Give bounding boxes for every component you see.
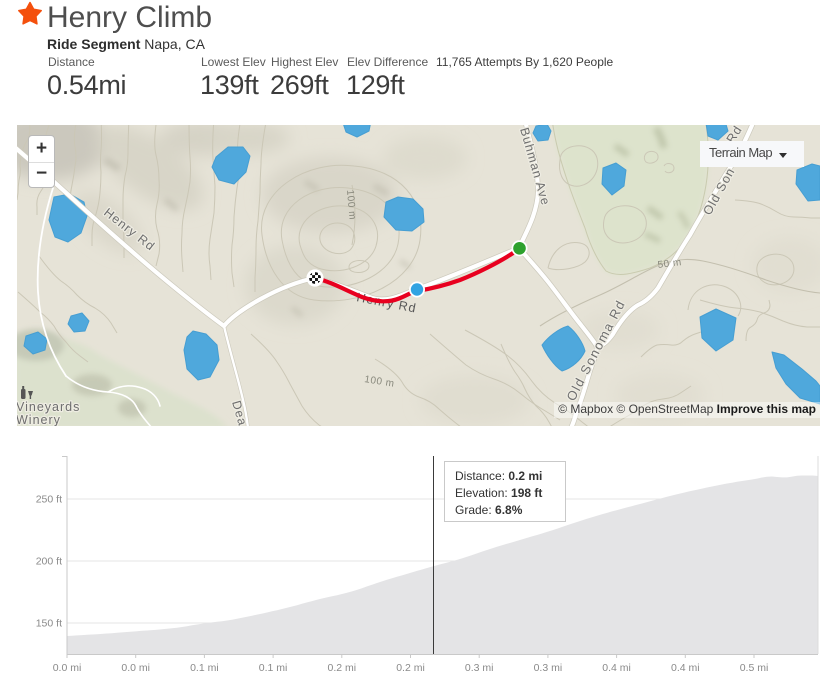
svg-text:50 m: 50 m (657, 257, 682, 271)
svg-text:0.1 mi: 0.1 mi (190, 662, 219, 674)
svg-text:0.2 mi: 0.2 mi (396, 662, 425, 674)
svg-text:200 ft: 200 ft (36, 556, 62, 568)
svg-text:100 m: 100 m (344, 189, 358, 220)
svg-text:0.0 mi: 0.0 mi (121, 662, 150, 674)
svg-text:0.0 mi: 0.0 mi (53, 662, 82, 674)
svg-text:250 ft: 250 ft (36, 494, 62, 506)
svg-text:0.4 mi: 0.4 mi (671, 662, 700, 674)
svg-text:0.4 mi: 0.4 mi (602, 662, 631, 674)
svg-text:0.3 mi: 0.3 mi (465, 662, 494, 674)
svg-text:0.2 mi: 0.2 mi (328, 662, 357, 674)
svg-text:0.5 mi: 0.5 mi (740, 662, 769, 674)
svg-text:Winery: Winery (17, 413, 61, 426)
svg-text:0.3 mi: 0.3 mi (534, 662, 563, 674)
svg-text:Dea: Dea (229, 399, 250, 426)
svg-text:0.1 mi: 0.1 mi (259, 662, 288, 674)
svg-text:150 ft: 150 ft (36, 618, 62, 630)
svg-text:Vineyards: Vineyards (17, 400, 80, 414)
svg-text:100 m: 100 m (364, 374, 396, 390)
